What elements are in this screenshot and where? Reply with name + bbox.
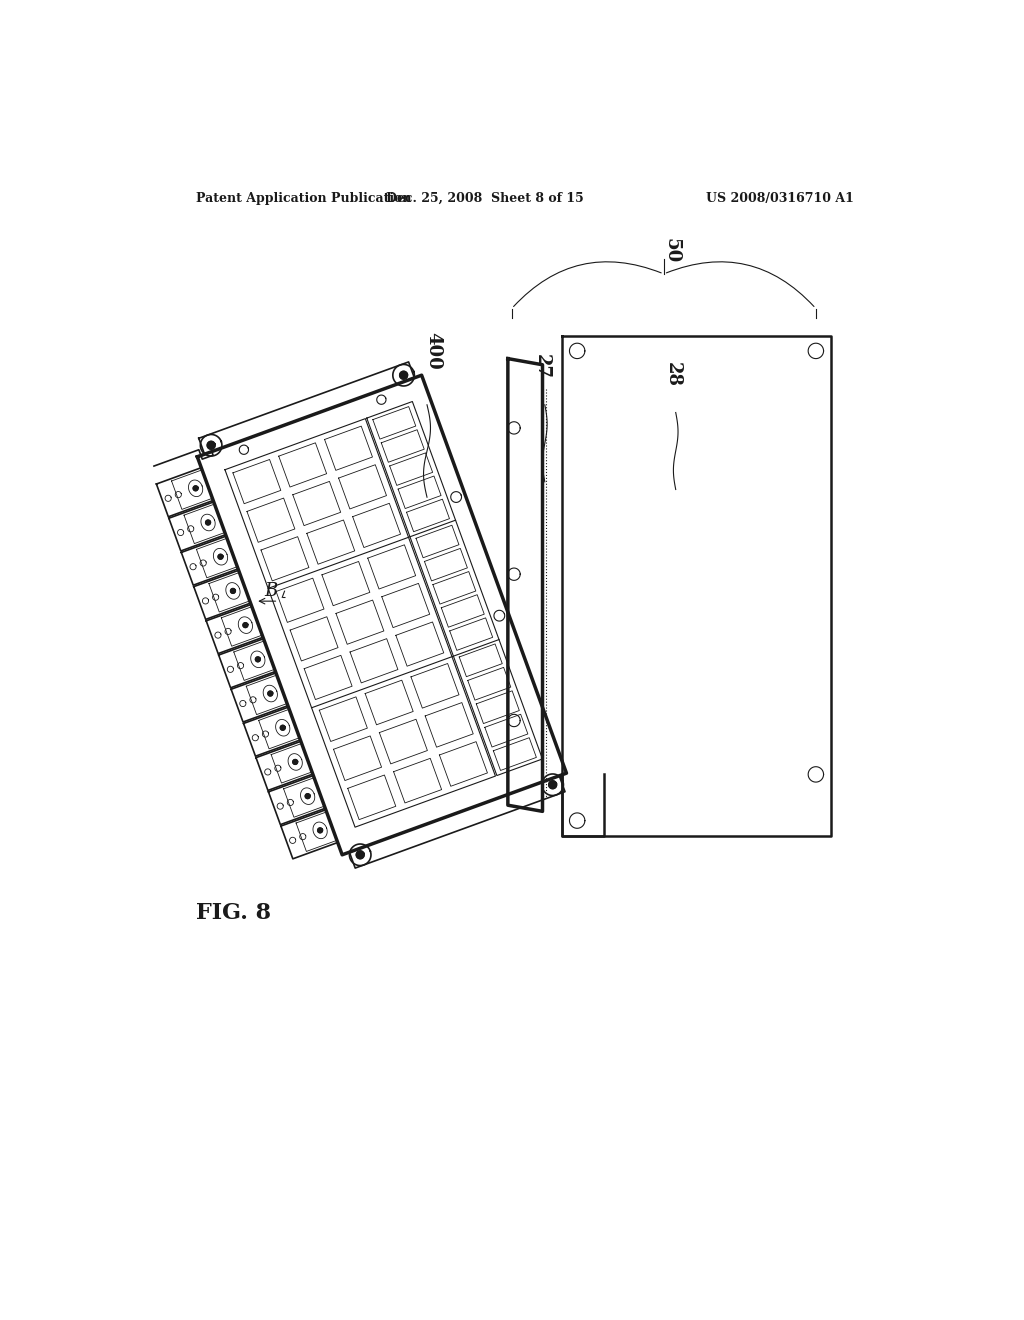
Polygon shape [206,520,210,525]
Polygon shape [356,851,365,858]
Polygon shape [399,371,408,379]
Polygon shape [549,781,556,788]
Polygon shape [305,793,310,799]
Polygon shape [268,692,272,696]
Text: 28: 28 [664,362,682,387]
Polygon shape [194,486,198,491]
Polygon shape [256,657,260,661]
Polygon shape [293,759,298,764]
Text: FIG. 8: FIG. 8 [196,902,271,924]
Polygon shape [207,441,215,449]
Polygon shape [317,828,323,833]
Polygon shape [218,554,223,560]
Polygon shape [230,589,236,593]
Text: B: B [264,582,278,601]
Text: 50: 50 [663,238,681,264]
Text: Patent Application Publication: Patent Application Publication [196,191,412,205]
Text: 27: 27 [532,354,551,379]
Polygon shape [243,623,248,627]
Polygon shape [281,726,285,730]
Text: Dec. 25, 2008  Sheet 8 of 15: Dec. 25, 2008 Sheet 8 of 15 [386,191,584,205]
Text: US 2008/0316710 A1: US 2008/0316710 A1 [707,191,854,205]
Text: 400: 400 [424,333,442,370]
